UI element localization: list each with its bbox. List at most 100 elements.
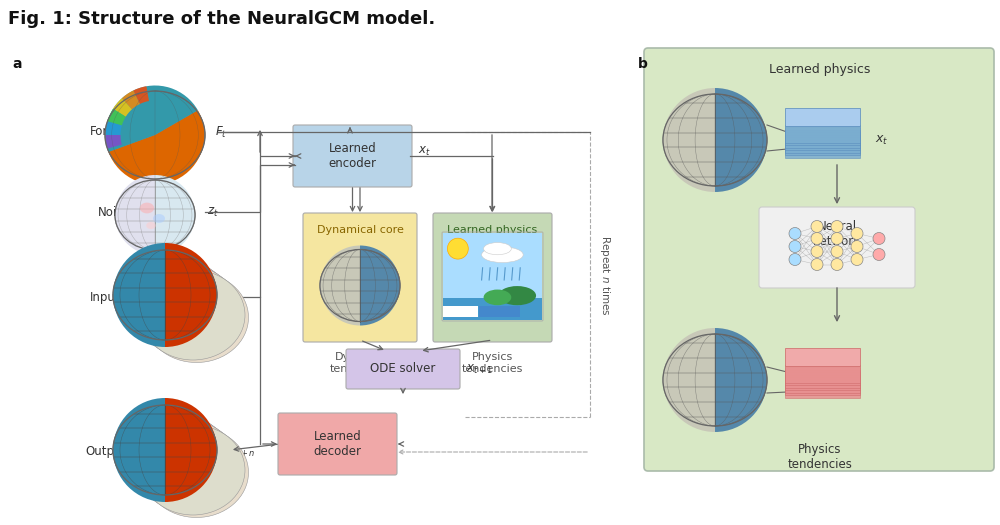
Ellipse shape: [115, 180, 195, 250]
Circle shape: [873, 248, 885, 260]
Circle shape: [851, 227, 863, 239]
Wedge shape: [133, 86, 149, 104]
Ellipse shape: [484, 290, 511, 305]
Circle shape: [789, 227, 801, 239]
Ellipse shape: [484, 243, 511, 255]
Circle shape: [811, 233, 823, 245]
Circle shape: [811, 246, 823, 257]
Wedge shape: [113, 98, 132, 117]
Text: Noise: Noise: [98, 205, 131, 218]
FancyBboxPatch shape: [785, 374, 860, 393]
FancyBboxPatch shape: [443, 233, 542, 298]
Text: Learned physics: Learned physics: [769, 63, 871, 76]
Wedge shape: [122, 90, 140, 109]
FancyBboxPatch shape: [278, 413, 397, 475]
Circle shape: [873, 233, 885, 245]
Text: Forcings: Forcings: [90, 125, 139, 139]
Ellipse shape: [116, 407, 220, 498]
Text: $y_{t+n}$: $y_{t+n}$: [228, 445, 255, 459]
Text: $y_t$: $y_t$: [228, 290, 241, 304]
Wedge shape: [106, 121, 122, 135]
Wedge shape: [663, 328, 715, 432]
FancyBboxPatch shape: [785, 137, 860, 155]
Ellipse shape: [130, 262, 234, 352]
Text: $x_t$: $x_t$: [875, 133, 888, 146]
Ellipse shape: [113, 250, 217, 340]
Ellipse shape: [124, 257, 228, 348]
FancyBboxPatch shape: [785, 124, 860, 142]
Text: Outputs: Outputs: [85, 446, 132, 458]
Wedge shape: [360, 246, 400, 326]
Wedge shape: [715, 328, 767, 432]
Ellipse shape: [120, 255, 224, 345]
FancyBboxPatch shape: [785, 367, 860, 385]
FancyBboxPatch shape: [303, 213, 417, 342]
FancyBboxPatch shape: [785, 127, 860, 145]
FancyBboxPatch shape: [785, 372, 860, 390]
Wedge shape: [320, 246, 360, 326]
Ellipse shape: [144, 427, 248, 518]
Ellipse shape: [482, 247, 523, 262]
Ellipse shape: [498, 286, 536, 305]
FancyBboxPatch shape: [785, 380, 860, 397]
Text: $z_t$: $z_t$: [207, 205, 219, 218]
Ellipse shape: [134, 265, 238, 355]
Ellipse shape: [127, 415, 231, 505]
FancyBboxPatch shape: [785, 132, 860, 150]
FancyBboxPatch shape: [443, 306, 478, 317]
FancyBboxPatch shape: [785, 140, 860, 158]
FancyBboxPatch shape: [785, 134, 860, 152]
Ellipse shape: [120, 410, 224, 500]
Circle shape: [831, 233, 843, 245]
FancyBboxPatch shape: [785, 108, 860, 125]
Wedge shape: [165, 398, 217, 502]
Text: $x_{t+1}$: $x_{t+1}$: [466, 362, 493, 375]
FancyBboxPatch shape: [785, 364, 860, 383]
Ellipse shape: [146, 222, 156, 229]
FancyBboxPatch shape: [785, 377, 860, 395]
Ellipse shape: [124, 413, 228, 502]
Circle shape: [811, 220, 823, 233]
Wedge shape: [113, 243, 165, 347]
Circle shape: [831, 258, 843, 270]
Ellipse shape: [113, 405, 217, 495]
Text: Learned physics: Learned physics: [447, 225, 538, 235]
Circle shape: [789, 240, 801, 253]
FancyBboxPatch shape: [785, 348, 860, 365]
Circle shape: [811, 258, 823, 270]
Circle shape: [447, 238, 468, 259]
Wedge shape: [106, 86, 198, 152]
Wedge shape: [115, 175, 155, 255]
Wedge shape: [663, 88, 715, 192]
Ellipse shape: [141, 425, 245, 515]
Text: Learned
decoder: Learned decoder: [314, 430, 362, 458]
Ellipse shape: [140, 203, 154, 213]
Wedge shape: [106, 135, 122, 149]
Text: Fig. 1: Structure of the NeuralGCM model.: Fig. 1: Structure of the NeuralGCM model…: [8, 10, 435, 28]
Text: Neural
network: Neural network: [813, 220, 861, 248]
Circle shape: [851, 254, 863, 266]
Wedge shape: [113, 398, 165, 502]
Text: Physics
tendencies: Physics tendencies: [462, 352, 523, 374]
Ellipse shape: [116, 253, 220, 342]
Circle shape: [831, 246, 843, 257]
FancyBboxPatch shape: [433, 213, 552, 342]
FancyBboxPatch shape: [644, 48, 994, 471]
Wedge shape: [165, 243, 217, 347]
Text: $F_t$: $F_t$: [215, 124, 227, 140]
Text: b: b: [638, 57, 648, 71]
Ellipse shape: [127, 260, 231, 350]
Ellipse shape: [663, 334, 767, 426]
Wedge shape: [107, 109, 126, 125]
Wedge shape: [108, 110, 204, 184]
Circle shape: [789, 254, 801, 266]
FancyBboxPatch shape: [785, 130, 860, 148]
Ellipse shape: [663, 94, 767, 186]
Circle shape: [831, 220, 843, 233]
Circle shape: [851, 240, 863, 253]
FancyBboxPatch shape: [785, 370, 860, 387]
Ellipse shape: [138, 423, 242, 512]
Wedge shape: [715, 88, 767, 192]
Text: a: a: [12, 57, 22, 71]
Text: Dynamic
tendencies: Dynamic tendencies: [329, 352, 391, 374]
